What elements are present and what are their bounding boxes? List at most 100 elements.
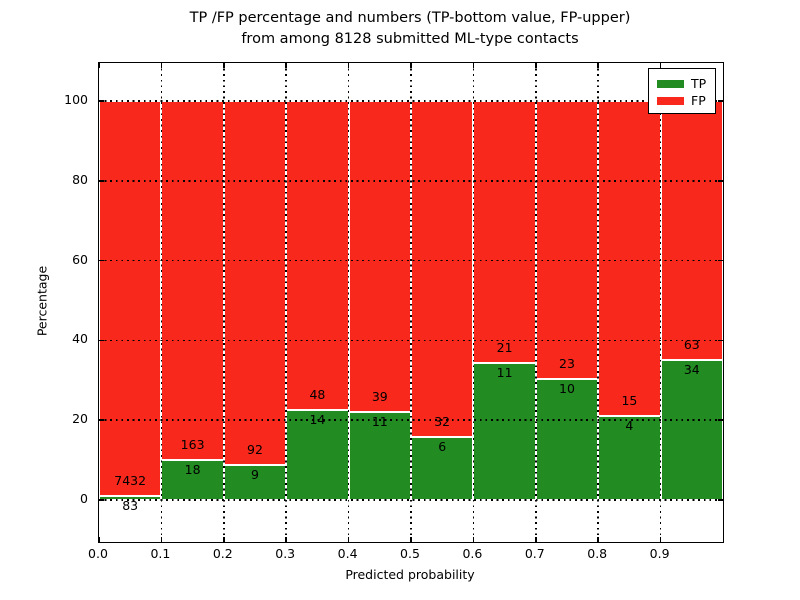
x-tick-label: 0.2 xyxy=(212,546,233,561)
y-tick-label: 20 xyxy=(72,411,88,427)
x-tickmark-bottom xyxy=(535,537,537,542)
tp-count-label: 34 xyxy=(683,362,700,378)
x-tickmark-bottom xyxy=(160,537,163,542)
bar-segment-fp xyxy=(161,100,224,461)
fp-legend-swatch-icon xyxy=(657,96,684,105)
x-tickmark-bottom xyxy=(472,537,475,542)
y-tick-label: 0 xyxy=(80,491,88,507)
y-axis-label: Percentage xyxy=(34,265,50,337)
x-tick-label: 0.5 xyxy=(400,546,420,561)
x-gridline xyxy=(659,63,662,542)
bar-segment-fp xyxy=(348,100,411,413)
x-tickmark-top xyxy=(410,63,412,68)
x-tickmark-bottom xyxy=(285,537,287,542)
x-tickmark-top xyxy=(160,63,163,68)
x-tick-label: 0.9 xyxy=(649,546,670,561)
x-tick-label: 0.8 xyxy=(587,546,608,561)
fp-count-label: 21 xyxy=(496,339,513,355)
fp-count-label: 23 xyxy=(559,356,575,372)
y-tickmark-left xyxy=(99,179,104,182)
bar-segment-fp xyxy=(223,100,287,465)
x-tickmark-top xyxy=(223,63,225,68)
x-tickmark-top xyxy=(98,63,100,68)
tp-count-label: 11 xyxy=(496,364,513,380)
x-tickmark-bottom xyxy=(98,537,100,542)
bar-segment-fp xyxy=(473,100,536,363)
legend-item-fp: FP xyxy=(657,92,715,109)
fp-count-label: 63 xyxy=(683,337,700,353)
bar-segment-fp xyxy=(535,100,599,380)
plot-area: TP FP 7432 83 163 18 92 9 48 14 39 11 32 6 21 11 23 10 1… xyxy=(98,62,724,543)
fp-count-label: 163 xyxy=(180,437,205,453)
x-tickmark-top xyxy=(285,63,287,68)
y-tickmark-right xyxy=(718,179,723,182)
y-tickmark-right xyxy=(718,339,723,342)
bar-segment-fp xyxy=(660,100,723,361)
y-tick-label: 100 xyxy=(64,91,88,107)
x-tick-label: 0.3 xyxy=(275,546,296,561)
tp-legend-swatch-icon xyxy=(657,79,684,88)
x-tick-label: 0.0 xyxy=(88,546,108,561)
chart-title-line2: from among 8128 submitted ML-type contac… xyxy=(241,31,579,47)
x-tickmark-bottom xyxy=(347,537,350,542)
fp-count-label: 39 xyxy=(371,389,388,405)
tp-count-label: 4 xyxy=(625,418,634,434)
x-tickmark-top xyxy=(472,63,475,68)
tp-count-label: 9 xyxy=(251,466,259,482)
chart-title: TP /FP percentage and numbers (TP-bottom… xyxy=(98,8,722,50)
x-gridline xyxy=(410,63,412,542)
y-tickmark-right xyxy=(718,419,723,422)
x-tickmark-bottom xyxy=(597,537,599,542)
fp-count-label: 7432 xyxy=(114,472,147,488)
x-gridline xyxy=(285,63,288,542)
x-tickmark-top xyxy=(535,63,537,68)
x-gridline xyxy=(160,63,163,542)
x-tick-label: 0.7 xyxy=(524,546,545,561)
fp-count-label: 15 xyxy=(621,393,638,409)
bar-segment-fp xyxy=(286,100,349,410)
x-axis-label: Predicted probability xyxy=(345,567,475,582)
y-tick-label: 40 xyxy=(72,331,88,347)
legend: TP FP xyxy=(648,68,716,114)
y-tickmark-left xyxy=(99,419,104,422)
x-tickmark-bottom xyxy=(659,537,662,542)
x-gridline xyxy=(347,63,350,542)
x-tick-label: 0.6 xyxy=(462,546,483,561)
legend-item-tp: TP xyxy=(657,75,715,92)
legend-label-fp: FP xyxy=(691,92,706,108)
y-tickmark-left xyxy=(99,259,104,262)
x-tickmark-top xyxy=(347,63,350,68)
x-tick-label: 0.4 xyxy=(337,546,358,561)
bar-segment-tp xyxy=(598,416,661,501)
x-gridline xyxy=(472,63,475,542)
x-tick-label: 0.1 xyxy=(150,546,171,561)
chart-title-line1: TP /FP percentage and numbers (TP-bottom… xyxy=(189,10,631,26)
fp-count-label: 48 xyxy=(309,386,326,402)
x-tickmark-top xyxy=(597,63,599,68)
tp-count-label: 14 xyxy=(309,411,326,427)
y-tickmark-right xyxy=(718,259,723,262)
y-tickmark-left xyxy=(99,499,104,501)
y-tick-label: 60 xyxy=(72,251,88,267)
y-tickmark-left xyxy=(99,100,104,102)
bar-segment-tp xyxy=(660,360,723,501)
x-gridline xyxy=(535,63,537,542)
bar-segment-tp xyxy=(473,362,536,501)
y-tick-label: 80 xyxy=(72,171,88,187)
legend-label-tp: TP xyxy=(691,75,707,91)
bar-segment-fp xyxy=(99,100,162,496)
bar-segment-fp xyxy=(598,100,661,417)
fp-count-label: 92 xyxy=(247,441,263,457)
tp-count-label: 6 xyxy=(438,439,447,455)
x-tickmark-top xyxy=(659,63,662,68)
fp-count-label: 32 xyxy=(434,414,451,430)
tp-count-label: 83 xyxy=(122,497,139,513)
x-gridline xyxy=(597,63,600,542)
y-tickmark-right xyxy=(718,499,723,501)
x-tickmark-bottom xyxy=(223,537,225,542)
bar-segment-fp xyxy=(411,100,474,438)
x-tickmark-bottom xyxy=(410,537,412,542)
tp-count-label: 11 xyxy=(371,414,388,430)
tp-count-label: 10 xyxy=(559,381,575,397)
